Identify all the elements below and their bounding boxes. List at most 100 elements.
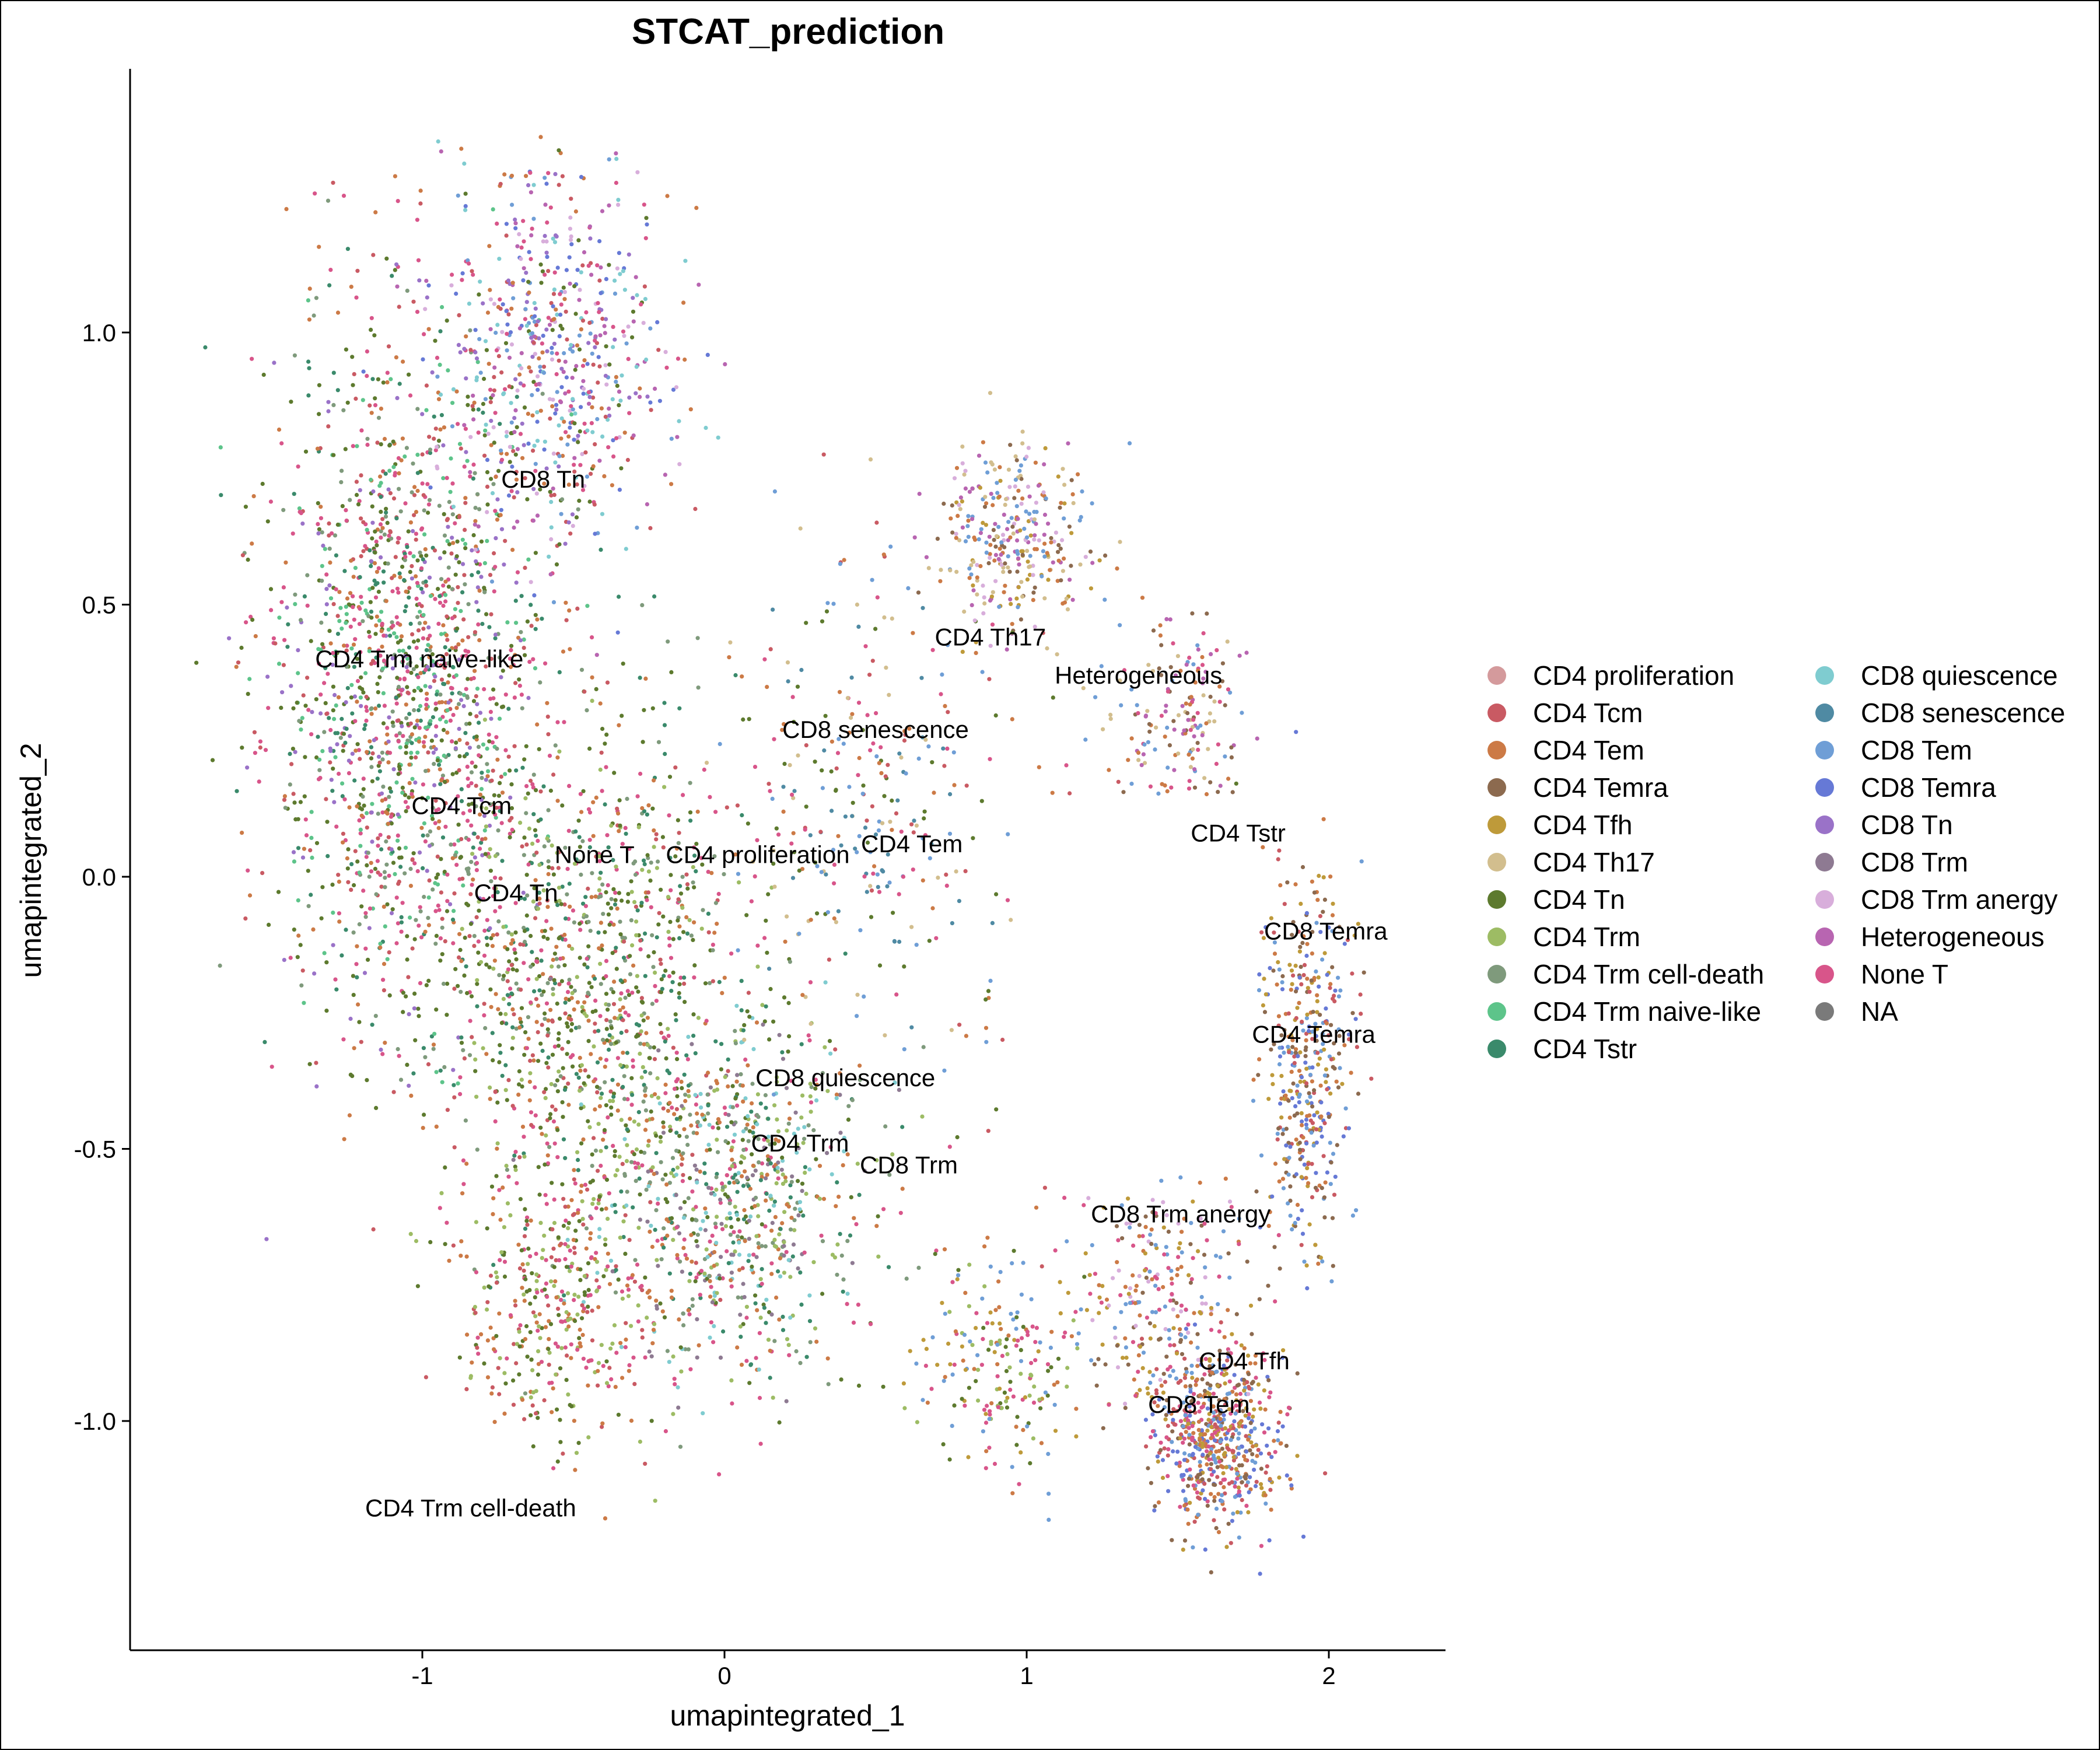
scatter-point [555, 312, 559, 317]
scatter-point [649, 1094, 654, 1098]
scatter-point [598, 767, 603, 772]
scatter-point [277, 615, 282, 620]
scatter-point [497, 1392, 502, 1396]
scatter-point [629, 1324, 634, 1328]
scatter-point [541, 1248, 545, 1252]
scatter-point [755, 964, 760, 969]
scatter-point [538, 408, 543, 413]
scatter-point [620, 842, 625, 846]
scatter-point [622, 936, 627, 940]
scatter-point [495, 746, 499, 751]
scatter-point [643, 1069, 648, 1074]
scatter-point [451, 387, 456, 392]
scatter-point [601, 912, 606, 916]
scatter-point [394, 355, 399, 360]
scatter-point [341, 1037, 346, 1042]
scatter-point [847, 730, 852, 735]
scatter-point [526, 411, 531, 416]
scatter-point [526, 1015, 531, 1020]
scatter-point [341, 840, 345, 845]
scatter-point [483, 852, 488, 856]
scatter-point [950, 921, 954, 926]
scatter-point [339, 480, 344, 485]
scatter-point [484, 806, 489, 811]
scatter-point [414, 664, 419, 669]
scatter-point [356, 748, 361, 752]
scatter-point [590, 1152, 594, 1157]
scatter-point [864, 818, 869, 823]
scatter-point [645, 1016, 650, 1020]
scatter-point [576, 1294, 581, 1299]
scatter-point [505, 331, 509, 336]
scatter-point [421, 1046, 426, 1051]
scatter-point [390, 274, 394, 278]
scatter-point [369, 745, 374, 750]
scatter-point [522, 1292, 526, 1297]
scatter-point [886, 762, 890, 767]
scatter-point [643, 1086, 648, 1090]
scatter-point [303, 817, 308, 822]
scatter-point [491, 482, 496, 487]
scatter-point [419, 586, 424, 591]
scatter-point [827, 957, 831, 962]
scatter-point [531, 449, 536, 453]
scatter-point [739, 979, 744, 984]
scatter-point [295, 701, 299, 705]
scatter-point [428, 447, 433, 452]
scatter-point [267, 922, 271, 927]
scatter-point [777, 1317, 782, 1322]
scatter-point [688, 1272, 692, 1276]
scatter-point [628, 954, 632, 958]
scatter-point [433, 799, 438, 803]
scatter-point [879, 771, 884, 775]
scatter-point [551, 1119, 556, 1124]
scatter-point [534, 850, 539, 855]
scatter-point [471, 476, 476, 481]
scatter-point [615, 266, 620, 271]
scatter-point [709, 1320, 713, 1325]
scatter-point [505, 1201, 510, 1206]
scatter-point [533, 461, 538, 466]
scatter-point [808, 918, 813, 922]
scatter-point [598, 333, 603, 338]
scatter-point [435, 854, 440, 859]
scatter-point [855, 602, 859, 607]
scatter-point [579, 1189, 583, 1194]
scatter-point [602, 474, 607, 479]
scatter-point [280, 690, 285, 695]
scatter-point [464, 722, 469, 726]
scatter-point [730, 1401, 734, 1406]
scatter-point [678, 975, 683, 980]
scatter-point [685, 886, 690, 891]
scatter-point [824, 872, 828, 877]
scatter-point [505, 979, 510, 984]
scatter-point [534, 834, 538, 838]
scatter-point [502, 1274, 508, 1279]
scatter-point [619, 1345, 624, 1349]
scatter-point [459, 958, 464, 964]
scatter-point [639, 1075, 644, 1080]
scatter-point [754, 1356, 758, 1360]
scatter-point [454, 389, 459, 394]
scatter-point [473, 471, 477, 475]
scatter-point [492, 440, 496, 445]
scatter-point [570, 397, 575, 401]
scatter-point [548, 1322, 554, 1326]
scatter-point [626, 356, 631, 362]
scatter-point [583, 1182, 588, 1187]
scatter-point [427, 435, 432, 439]
scatter-point [282, 794, 287, 799]
scatter-point [418, 718, 423, 723]
scatter-point [281, 663, 286, 667]
scatter-point [604, 1103, 608, 1108]
scatter-point [922, 816, 926, 821]
scatter-point [713, 1039, 718, 1044]
scatter-point [535, 617, 540, 622]
scatter-point [741, 1147, 746, 1152]
scatter-point [379, 407, 384, 411]
scatter-point [331, 708, 335, 713]
scatter-point [281, 585, 286, 590]
scatter-point [528, 1330, 533, 1335]
scatter-point [467, 1053, 473, 1058]
scatter-point [484, 664, 488, 669]
